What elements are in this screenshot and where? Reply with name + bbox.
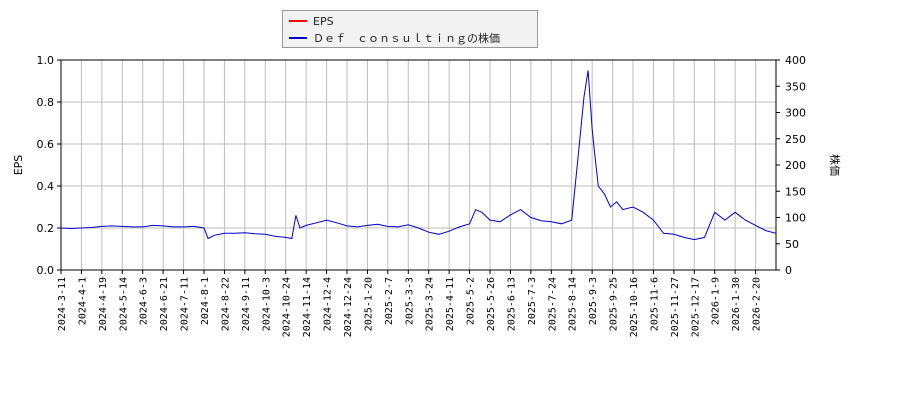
legend-item-price: Ｄｅｆ ｃｏｎｓｕｌｔｉｎｇの株価	[289, 31, 500, 45]
x-tick-label: 2025-9-3	[588, 277, 599, 325]
x-tick-label: 2025-8-14	[568, 277, 579, 331]
x-tick-label: 2025-1-20	[363, 277, 374, 331]
y-right-tick-label: 100	[785, 212, 806, 225]
legend-label-price: Ｄｅｆ ｃｏｎｓｕｌｔｉｎｇの株価	[313, 32, 500, 45]
y-left-tick-label: 0.2	[37, 222, 55, 235]
x-tick-label: 2024-3-11	[57, 277, 68, 331]
x-tick-label: 2025-9-25	[609, 277, 620, 331]
x-tick-label: 2024-11-14	[302, 277, 313, 337]
series-lines	[60, 70, 777, 241]
y-right-tick-label: 400	[785, 54, 806, 67]
legend-swatch-eps	[289, 20, 307, 22]
x-tick-label: 2026-1-30	[731, 277, 742, 331]
y-left-tick-label: 1.0	[37, 54, 55, 67]
x-tick-label: 2025-6-13	[506, 277, 517, 331]
x-tick-label: 2024-8-1	[200, 277, 211, 325]
x-tick-label: 2025-5-2	[466, 277, 477, 325]
y-right-tick-label: 250	[785, 133, 806, 146]
x-tick-label: 2024-8-22	[220, 277, 231, 331]
x-tick-label: 2025-5-26	[486, 277, 497, 331]
x-tick-label: 2024-10-24	[282, 277, 293, 337]
x-tick-label: 2025-10-16	[629, 277, 640, 337]
x-tick-label: 2024-9-11	[241, 277, 252, 331]
x-tick-label: 2025-11-27	[670, 277, 681, 337]
x-tick-label: 2024-4-1	[77, 277, 88, 325]
plot-frame	[60, 59, 777, 271]
x-tick-label: 2025-7-3	[527, 277, 538, 325]
tick-labels: 0.0 0.2 0.4 0.6 0.8 1.0 0 50 100 150 200 250 300 350 4…	[37, 54, 807, 337]
x-tick-label: 2024-10-3	[261, 277, 272, 331]
y-right-tick-label: 300	[785, 107, 806, 120]
y-right-tick-label: 150	[785, 185, 806, 198]
x-tick-label: 2024-12-4	[323, 277, 334, 331]
x-tick-label: 2024-4-19	[98, 277, 109, 331]
x-tick-label: 2024-7-11	[180, 277, 191, 331]
y-left-tick-label: 0.4	[37, 180, 55, 193]
x-tick-label: 2024-12-24	[343, 277, 354, 337]
y-left-tick-label: 0.6	[37, 138, 55, 151]
axes	[57, 59, 780, 274]
y-right-tick-label: 350	[785, 80, 806, 93]
y-right-tick-label: 200	[785, 159, 806, 172]
series-line-price	[60, 70, 777, 241]
x-tick-label: 2025-3-3	[404, 277, 415, 325]
y-axis-right-label: 株価	[828, 154, 842, 176]
legend-label-eps: EPS	[313, 14, 334, 28]
x-tick-label: 2025-11-6	[649, 277, 660, 331]
y-left-tick-label: 0.0	[37, 264, 55, 277]
x-tick-label: 2026-2-20	[752, 277, 763, 331]
y-axis-left-label: EPS	[12, 155, 25, 176]
y-left-tick-label: 0.8	[37, 96, 55, 109]
x-tick-label: 2024-5-14	[118, 277, 129, 331]
y-right-tick-label: 50	[785, 238, 799, 251]
x-tick-label: 2024-6-3	[139, 277, 150, 325]
x-tick-label: 2026-1-9	[711, 277, 722, 325]
x-tick-label: 2024-6-21	[159, 277, 170, 331]
x-tick-label: 2025-2-7	[384, 277, 395, 325]
y-right-tick-label: 0	[785, 264, 792, 277]
x-tick-label: 2025-7-24	[547, 277, 558, 331]
legend-swatch-price	[289, 37, 307, 39]
x-tick-label: 2025-3-24	[425, 277, 436, 331]
grid-lines	[60, 59, 776, 271]
x-tick-label: 2025-12-17	[690, 277, 701, 337]
legend: EPS Ｄｅｆ ｃｏｎｓｕｌｔｉｎｇの株価	[282, 10, 538, 48]
legend-item-eps: EPS	[289, 14, 334, 28]
x-tick-label: 2025-4-11	[445, 277, 456, 331]
